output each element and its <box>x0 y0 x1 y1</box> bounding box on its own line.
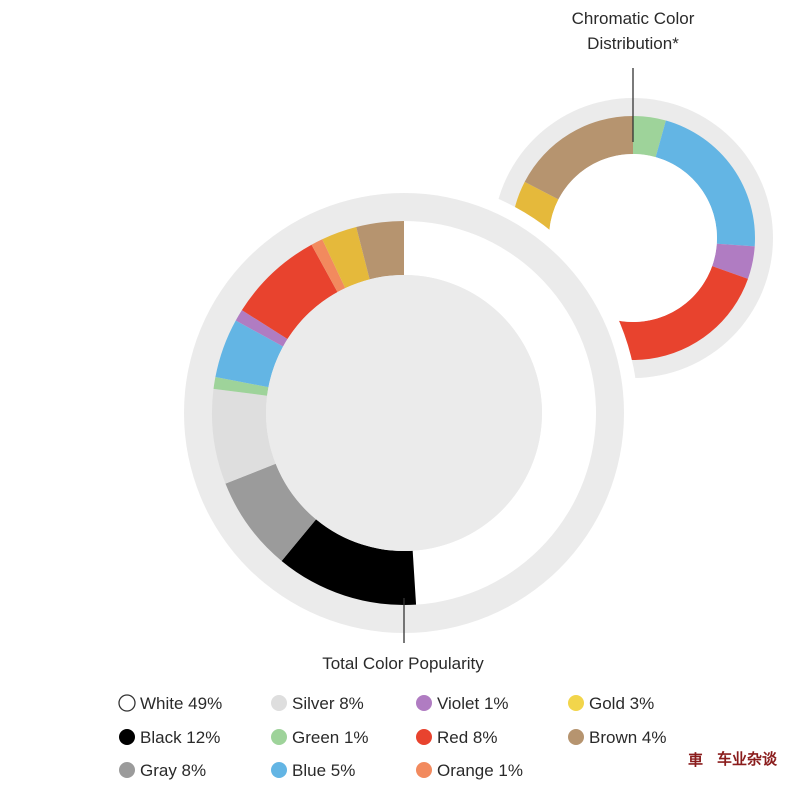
legend-label-orange: Orange 1% <box>437 761 523 780</box>
legend-swatch-brown <box>568 729 584 745</box>
watermark-logo: 車 <box>688 751 703 769</box>
total-slice-gray <box>225 463 317 561</box>
total-slice-brown <box>356 221 404 280</box>
legend-label-white: White 49% <box>140 694 222 713</box>
watermark: 車 车业杂谈 <box>688 750 778 769</box>
total-title: Total Color Popularity <box>322 654 484 673</box>
legend-swatch-green <box>271 729 287 745</box>
total-slice-green <box>213 377 269 396</box>
watermark-text: 车业杂谈 <box>717 750 778 768</box>
legend-swatch-black <box>119 729 135 745</box>
legend-label-green: Green 1% <box>292 728 369 747</box>
total-slice-gold <box>322 227 370 289</box>
chromatic-slice-brown <box>524 116 633 200</box>
total-slice-orange <box>311 239 346 293</box>
total-slice-silver <box>212 388 276 484</box>
legend-swatch-gray <box>119 762 135 778</box>
total-donut-hole <box>266 275 542 551</box>
total-slice-violet <box>235 310 288 347</box>
total-slice-black <box>281 519 417 606</box>
chromatic-title-line-2: Distribution* <box>587 34 679 53</box>
legend-label-gray: Gray 8% <box>140 761 206 780</box>
legend-label-red: Red 8% <box>437 728 497 747</box>
legend-label-black: Black 12% <box>140 728 220 747</box>
legend-swatch-violet <box>416 695 432 711</box>
chromatic-slice-green <box>633 116 666 158</box>
legend-label-gold: Gold 3% <box>589 694 654 713</box>
total-slice-red <box>241 244 338 340</box>
total-donut <box>170 179 638 647</box>
legend-label-blue: Blue 5% <box>292 761 355 780</box>
legend-label-violet: Violet 1% <box>437 694 509 713</box>
total-slice-blue <box>215 320 284 388</box>
legend-swatch-silver <box>271 695 287 711</box>
chromatic-title-line-1: Chromatic Color <box>572 9 695 28</box>
total-slice-white <box>404 221 597 605</box>
chromatic-slice-violet <box>712 243 755 279</box>
legend-label-brown: Brown 4% <box>589 728 666 747</box>
legend-swatch-orange <box>416 762 432 778</box>
legend: White 49% Black 12% Gray 8% Silver 8% Green … <box>118 694 666 780</box>
legend-swatch-white <box>118 694 136 712</box>
chromatic-slice-blue <box>655 120 755 247</box>
legend-swatch-gold <box>568 695 584 711</box>
legend-label-silver: Silver 8% <box>292 694 364 713</box>
legend-swatch-blue <box>271 762 287 778</box>
legend-swatch-red <box>416 729 432 745</box>
